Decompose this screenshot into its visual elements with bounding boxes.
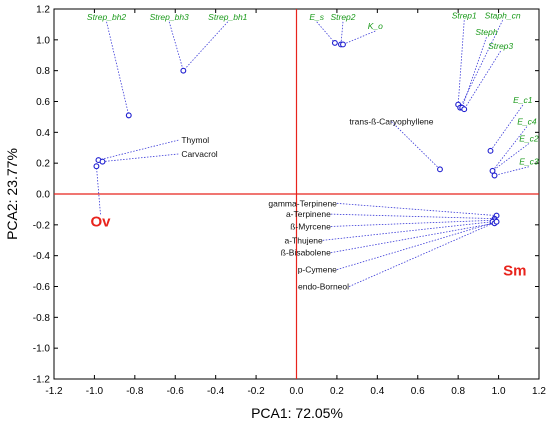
leader-line xyxy=(461,37,487,108)
y-tick-label: 0.2 xyxy=(36,159,50,170)
x-tick-label: -0.2 xyxy=(247,386,265,397)
leader-line xyxy=(183,21,229,71)
x-tick-label: 0.8 xyxy=(451,386,465,397)
point-label: Staph_cn xyxy=(485,10,521,20)
point-label: Strep_bh1 xyxy=(208,12,247,22)
leader-line xyxy=(98,139,179,161)
point-label: Ov xyxy=(90,213,111,230)
y-tick-label: -0.4 xyxy=(33,251,51,262)
x-tick-label: 1.0 xyxy=(492,386,506,397)
x-tick-label: -0.4 xyxy=(207,386,225,397)
leader-line xyxy=(457,20,465,105)
x-axis-title: PCA1: 72.05% xyxy=(251,405,343,421)
leader-line xyxy=(168,21,184,71)
y-tick-label: 1.0 xyxy=(36,35,50,46)
point-label: Steph xyxy=(475,27,497,37)
data-point xyxy=(93,163,100,170)
point-label: ß-Myrcene xyxy=(290,221,331,231)
y-tick-label: -0.6 xyxy=(33,282,51,293)
leader-line xyxy=(322,221,493,241)
point-label: E_c2 xyxy=(519,134,539,144)
leader-line xyxy=(342,30,376,45)
point-label: Sm xyxy=(503,263,526,280)
x-tick-label: 0.2 xyxy=(330,386,344,397)
leader-line xyxy=(330,219,495,227)
point-label: a-Terpinene xyxy=(286,209,331,219)
point-label: trans-ß-Caryophyllene xyxy=(349,117,433,127)
point-label: Carvacrol xyxy=(181,149,217,159)
data-point xyxy=(437,166,443,173)
point-label: Strep2 xyxy=(330,12,355,22)
data-point xyxy=(491,172,498,179)
leader-line xyxy=(336,221,497,271)
data-point xyxy=(461,106,468,113)
leader-line xyxy=(490,104,524,152)
leader-line xyxy=(316,21,336,44)
x-tick-label: -0.8 xyxy=(126,386,144,397)
y-axis-title: PCA2: 23.77% xyxy=(4,148,20,240)
y-tick-label: 1.2 xyxy=(36,5,50,16)
leader-line xyxy=(96,166,101,215)
leader-line xyxy=(463,50,501,110)
leader-line xyxy=(336,202,497,216)
leader-line xyxy=(330,213,495,220)
data-point xyxy=(487,147,494,154)
x-tick-label: 0.6 xyxy=(411,386,425,397)
x-tick-label: -1.2 xyxy=(45,386,63,397)
leader-line xyxy=(106,21,130,116)
data-point xyxy=(340,41,346,48)
point-label: a-Thujene xyxy=(284,235,323,245)
point-label: ß-Bisabolene xyxy=(281,248,331,258)
point-label: E_c1 xyxy=(513,95,533,105)
axis-ticks: -1.2 -1.0 -0.8 -0.6 -0.4 -0.2 0.0 0.2 0.4 0.6 0.8 1… xyxy=(33,5,547,398)
point-label: Strep_bh2 xyxy=(87,12,126,22)
leader-line xyxy=(459,20,503,108)
point-label: E_s xyxy=(309,12,324,22)
point-label: Strep_bh3 xyxy=(150,12,189,22)
data-point xyxy=(180,67,187,74)
data-points xyxy=(93,39,500,227)
y-tick-label: 0.0 xyxy=(36,190,50,201)
data-point xyxy=(125,112,132,119)
data-point xyxy=(489,167,496,174)
y-tick-label: -0.2 xyxy=(33,220,51,231)
leader-line xyxy=(348,221,497,287)
leader-line xyxy=(330,222,495,254)
y-tick-label: 0.4 xyxy=(36,128,50,139)
y-tick-label: -0.8 xyxy=(33,313,51,324)
point-label: E_c3 xyxy=(519,157,539,167)
leader-line xyxy=(494,166,529,176)
x-tick-label: -0.6 xyxy=(167,386,185,397)
point-label: p-Cymene xyxy=(298,265,337,275)
point-label: endo-Borneol xyxy=(298,282,349,292)
x-tick-label: 1.2 xyxy=(532,386,546,397)
point-label: Strep1 xyxy=(452,10,477,20)
leader-line xyxy=(102,153,179,163)
y-tick-label: -1.0 xyxy=(33,344,51,355)
x-tick-label: 0.4 xyxy=(370,386,384,397)
leader-lines xyxy=(96,20,530,287)
y-tick-label: 0.6 xyxy=(36,97,50,108)
leader-line xyxy=(340,21,344,45)
point-labels: Strep_bh2 Strep_bh3 Strep_bh1 E_s Strep2 K_o S… xyxy=(87,10,539,291)
zero-lines xyxy=(54,9,539,379)
data-point xyxy=(331,39,338,46)
data-point xyxy=(493,218,500,225)
y-tick-label: -1.2 xyxy=(33,375,51,386)
point-label: Thymol xyxy=(181,135,209,145)
point-label: E_c4 xyxy=(517,117,537,127)
point-label: Strep3 xyxy=(488,41,513,51)
leader-line xyxy=(391,121,441,170)
point-label: K_o xyxy=(368,21,383,31)
point-label: gamma-Terpinene xyxy=(268,198,337,208)
y-tick-label: 0.8 xyxy=(36,66,50,77)
data-point xyxy=(99,158,106,165)
x-tick-label: -1.0 xyxy=(86,386,104,397)
x-tick-label: 0.0 xyxy=(290,386,304,397)
leader-line xyxy=(492,126,528,172)
